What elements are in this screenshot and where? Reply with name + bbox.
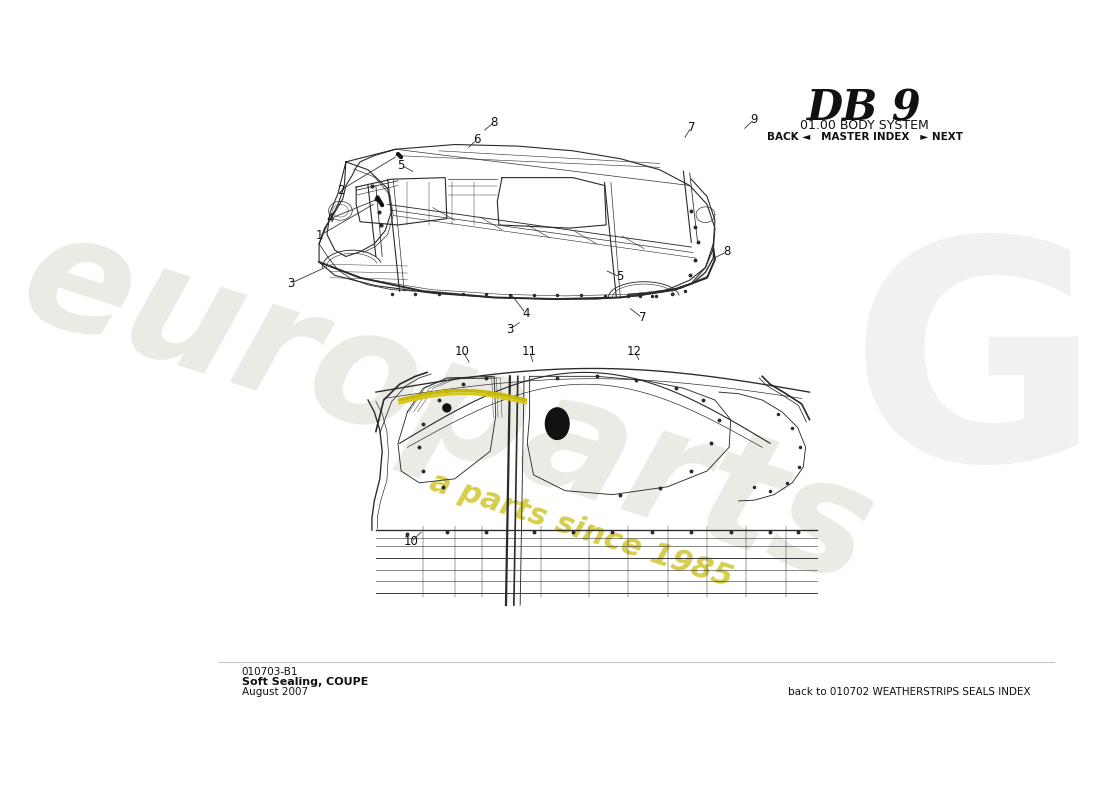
Text: 11: 11 <box>522 345 537 358</box>
Text: 10: 10 <box>404 535 419 549</box>
Text: 9: 9 <box>750 113 758 126</box>
Text: 8: 8 <box>723 246 730 258</box>
Text: 6: 6 <box>473 134 481 146</box>
Text: europarts: europarts <box>3 198 891 618</box>
Text: 010703-B1: 010703-B1 <box>242 667 298 677</box>
Text: a parts since 1985: a parts since 1985 <box>426 467 736 593</box>
Text: 3: 3 <box>287 277 295 290</box>
Text: BACK ◄   MASTER INDEX   ► NEXT: BACK ◄ MASTER INDEX ► NEXT <box>767 133 962 142</box>
Text: 10: 10 <box>455 345 470 358</box>
Text: 8: 8 <box>491 116 498 129</box>
Text: DB 9: DB 9 <box>807 87 922 130</box>
Circle shape <box>443 404 451 412</box>
Text: 7: 7 <box>639 311 646 325</box>
Text: 5: 5 <box>617 270 624 283</box>
Text: G: G <box>850 228 1100 525</box>
Text: 2: 2 <box>337 184 344 197</box>
Text: back to 010702 WEATHERSTRIPS SEALS INDEX: back to 010702 WEATHERSTRIPS SEALS INDEX <box>788 686 1031 697</box>
Text: 01.00 BODY SYSTEM: 01.00 BODY SYSTEM <box>801 119 930 132</box>
Text: 5: 5 <box>397 158 405 171</box>
Text: 1: 1 <box>316 230 322 242</box>
Ellipse shape <box>546 408 569 439</box>
Text: August 2007: August 2007 <box>242 686 308 697</box>
Text: 4: 4 <box>327 212 334 225</box>
Text: 12: 12 <box>627 345 642 358</box>
Text: Soft Sealing, COUPE: Soft Sealing, COUPE <box>242 678 368 687</box>
Text: 3: 3 <box>506 322 514 335</box>
Text: 7: 7 <box>688 121 695 134</box>
Text: 4: 4 <box>521 306 529 320</box>
